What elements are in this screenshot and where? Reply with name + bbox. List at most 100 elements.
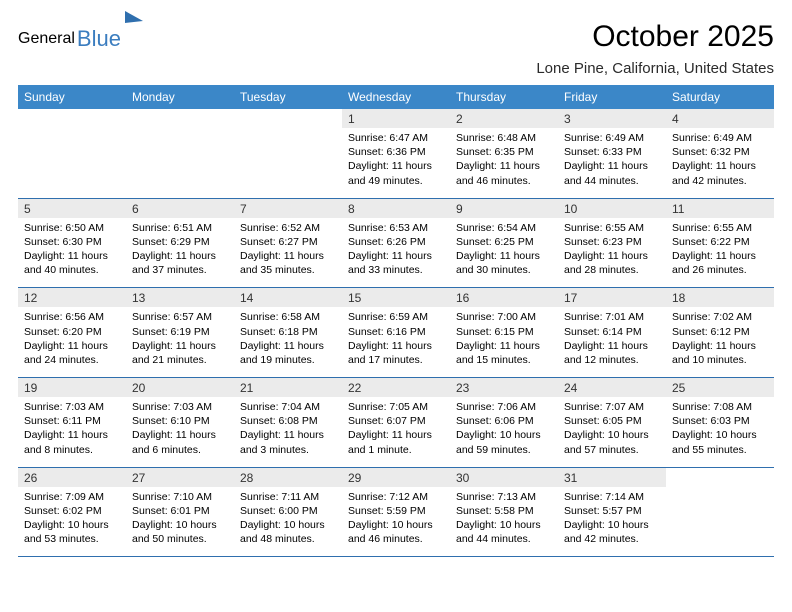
day-detail-cell: Sunrise: 6:56 AMSunset: 6:20 PMDaylight:… [18, 307, 126, 377]
daylight-line: Daylight: 11 hours and 28 minutes. [564, 249, 660, 277]
day-number-cell: 7 [234, 198, 342, 218]
day-number-cell [234, 109, 342, 128]
day-number-cell: 6 [126, 198, 234, 218]
sunrise-line: Sunrise: 7:04 AM [240, 400, 336, 414]
sunset-line: Sunset: 5:58 PM [456, 504, 552, 518]
day-detail-cell: Sunrise: 7:03 AMSunset: 6:10 PMDaylight:… [126, 397, 234, 467]
sunset-line: Sunset: 6:02 PM [24, 504, 120, 518]
day-detail-cell: Sunrise: 7:03 AMSunset: 6:11 PMDaylight:… [18, 397, 126, 467]
sunset-line: Sunset: 6:10 PM [132, 414, 228, 428]
day-header-row: Sunday Monday Tuesday Wednesday Thursday… [18, 85, 774, 109]
daylight-line: Daylight: 11 hours and 12 minutes. [564, 339, 660, 367]
day-detail-cell: Sunrise: 6:57 AMSunset: 6:19 PMDaylight:… [126, 307, 234, 377]
day-detail-row: Sunrise: 6:50 AMSunset: 6:30 PMDaylight:… [18, 218, 774, 288]
sunset-line: Sunset: 6:11 PM [24, 414, 120, 428]
sunrise-line: Sunrise: 6:52 AM [240, 221, 336, 235]
daylight-line: Daylight: 11 hours and 35 minutes. [240, 249, 336, 277]
daylight-line: Daylight: 10 hours and 59 minutes. [456, 428, 552, 456]
day-number-cell: 9 [450, 198, 558, 218]
day-number-cell: 21 [234, 378, 342, 398]
sunset-line: Sunset: 6:01 PM [132, 504, 228, 518]
day-number-cell [18, 109, 126, 128]
sunrise-line: Sunrise: 7:12 AM [348, 490, 444, 504]
sunset-line: Sunset: 6:32 PM [672, 145, 768, 159]
sunset-line: Sunset: 6:25 PM [456, 235, 552, 249]
daylight-line: Daylight: 10 hours and 50 minutes. [132, 518, 228, 546]
day-number-cell: 28 [234, 467, 342, 487]
day-number-row: 567891011 [18, 198, 774, 218]
day-number-cell: 16 [450, 288, 558, 308]
day-number-cell: 19 [18, 378, 126, 398]
sunrise-line: Sunrise: 6:58 AM [240, 310, 336, 324]
day-detail-cell: Sunrise: 7:08 AMSunset: 6:03 PMDaylight:… [666, 397, 774, 467]
daylight-line: Daylight: 11 hours and 17 minutes. [348, 339, 444, 367]
day-number-cell: 10 [558, 198, 666, 218]
sunset-line: Sunset: 6:12 PM [672, 325, 768, 339]
sunrise-line: Sunrise: 6:49 AM [672, 131, 768, 145]
day-number-cell: 26 [18, 467, 126, 487]
day-number-cell: 24 [558, 378, 666, 398]
sunrise-line: Sunrise: 7:14 AM [564, 490, 660, 504]
day-detail-cell: Sunrise: 6:51 AMSunset: 6:29 PMDaylight:… [126, 218, 234, 288]
sunrise-line: Sunrise: 6:53 AM [348, 221, 444, 235]
logo-triangle-icon [125, 9, 143, 23]
header: General Blue October 2025 Lone Pine, Cal… [18, 20, 774, 77]
day-number-cell: 14 [234, 288, 342, 308]
day-detail-cell: Sunrise: 7:05 AMSunset: 6:07 PMDaylight:… [342, 397, 450, 467]
day-number-cell [126, 109, 234, 128]
sunset-line: Sunset: 6:19 PM [132, 325, 228, 339]
day-detail-row: Sunrise: 6:47 AMSunset: 6:36 PMDaylight:… [18, 128, 774, 198]
sunrise-line: Sunrise: 6:50 AM [24, 221, 120, 235]
day-number-cell: 17 [558, 288, 666, 308]
sunset-line: Sunset: 6:20 PM [24, 325, 120, 339]
sunrise-line: Sunrise: 7:01 AM [564, 310, 660, 324]
daylight-line: Daylight: 11 hours and 3 minutes. [240, 428, 336, 456]
day-detail-cell: Sunrise: 6:48 AMSunset: 6:35 PMDaylight:… [450, 128, 558, 198]
day-detail-cell: Sunrise: 7:14 AMSunset: 5:57 PMDaylight:… [558, 487, 666, 557]
sunrise-line: Sunrise: 7:08 AM [672, 400, 768, 414]
day-number-cell: 15 [342, 288, 450, 308]
sunrise-line: Sunrise: 7:07 AM [564, 400, 660, 414]
day-number-cell: 11 [666, 198, 774, 218]
sunset-line: Sunset: 6:14 PM [564, 325, 660, 339]
sunrise-line: Sunrise: 6:51 AM [132, 221, 228, 235]
sunset-line: Sunset: 6:33 PM [564, 145, 660, 159]
daylight-line: Daylight: 11 hours and 37 minutes. [132, 249, 228, 277]
day-number-cell: 12 [18, 288, 126, 308]
calendar-page: General Blue October 2025 Lone Pine, Cal… [0, 0, 792, 567]
day-detail-cell: Sunrise: 6:55 AMSunset: 6:22 PMDaylight:… [666, 218, 774, 288]
day-detail-cell: Sunrise: 7:11 AMSunset: 6:00 PMDaylight:… [234, 487, 342, 557]
daylight-line: Daylight: 11 hours and 42 minutes. [672, 159, 768, 187]
sunrise-line: Sunrise: 7:03 AM [24, 400, 120, 414]
sunset-line: Sunset: 6:07 PM [348, 414, 444, 428]
day-detail-cell: Sunrise: 6:58 AMSunset: 6:18 PMDaylight:… [234, 307, 342, 377]
day-number-cell: 30 [450, 467, 558, 487]
sunrise-line: Sunrise: 7:11 AM [240, 490, 336, 504]
day-detail-row: Sunrise: 7:03 AMSunset: 6:11 PMDaylight:… [18, 397, 774, 467]
day-number-cell: 20 [126, 378, 234, 398]
daylight-line: Daylight: 11 hours and 8 minutes. [24, 428, 120, 456]
daylight-line: Daylight: 10 hours and 42 minutes. [564, 518, 660, 546]
day-detail-cell [234, 128, 342, 198]
sunrise-line: Sunrise: 7:13 AM [456, 490, 552, 504]
day-number-row: 12131415161718 [18, 288, 774, 308]
day-number-row: 1234 [18, 109, 774, 128]
sunset-line: Sunset: 6:15 PM [456, 325, 552, 339]
day-detail-cell: Sunrise: 7:12 AMSunset: 5:59 PMDaylight:… [342, 487, 450, 557]
day-number-cell: 8 [342, 198, 450, 218]
daylight-line: Daylight: 11 hours and 30 minutes. [456, 249, 552, 277]
sunset-line: Sunset: 6:16 PM [348, 325, 444, 339]
sunset-line: Sunset: 6:27 PM [240, 235, 336, 249]
daylight-line: Daylight: 11 hours and 44 minutes. [564, 159, 660, 187]
day-header: Friday [558, 85, 666, 109]
daylight-line: Daylight: 11 hours and 40 minutes. [24, 249, 120, 277]
daylight-line: Daylight: 11 hours and 21 minutes. [132, 339, 228, 367]
day-detail-cell [666, 487, 774, 557]
sunset-line: Sunset: 6:29 PM [132, 235, 228, 249]
day-detail-cell: Sunrise: 7:10 AMSunset: 6:01 PMDaylight:… [126, 487, 234, 557]
sunset-line: Sunset: 6:03 PM [672, 414, 768, 428]
sunrise-line: Sunrise: 6:47 AM [348, 131, 444, 145]
sunrise-line: Sunrise: 6:57 AM [132, 310, 228, 324]
sunset-line: Sunset: 6:08 PM [240, 414, 336, 428]
day-detail-cell: Sunrise: 6:54 AMSunset: 6:25 PMDaylight:… [450, 218, 558, 288]
